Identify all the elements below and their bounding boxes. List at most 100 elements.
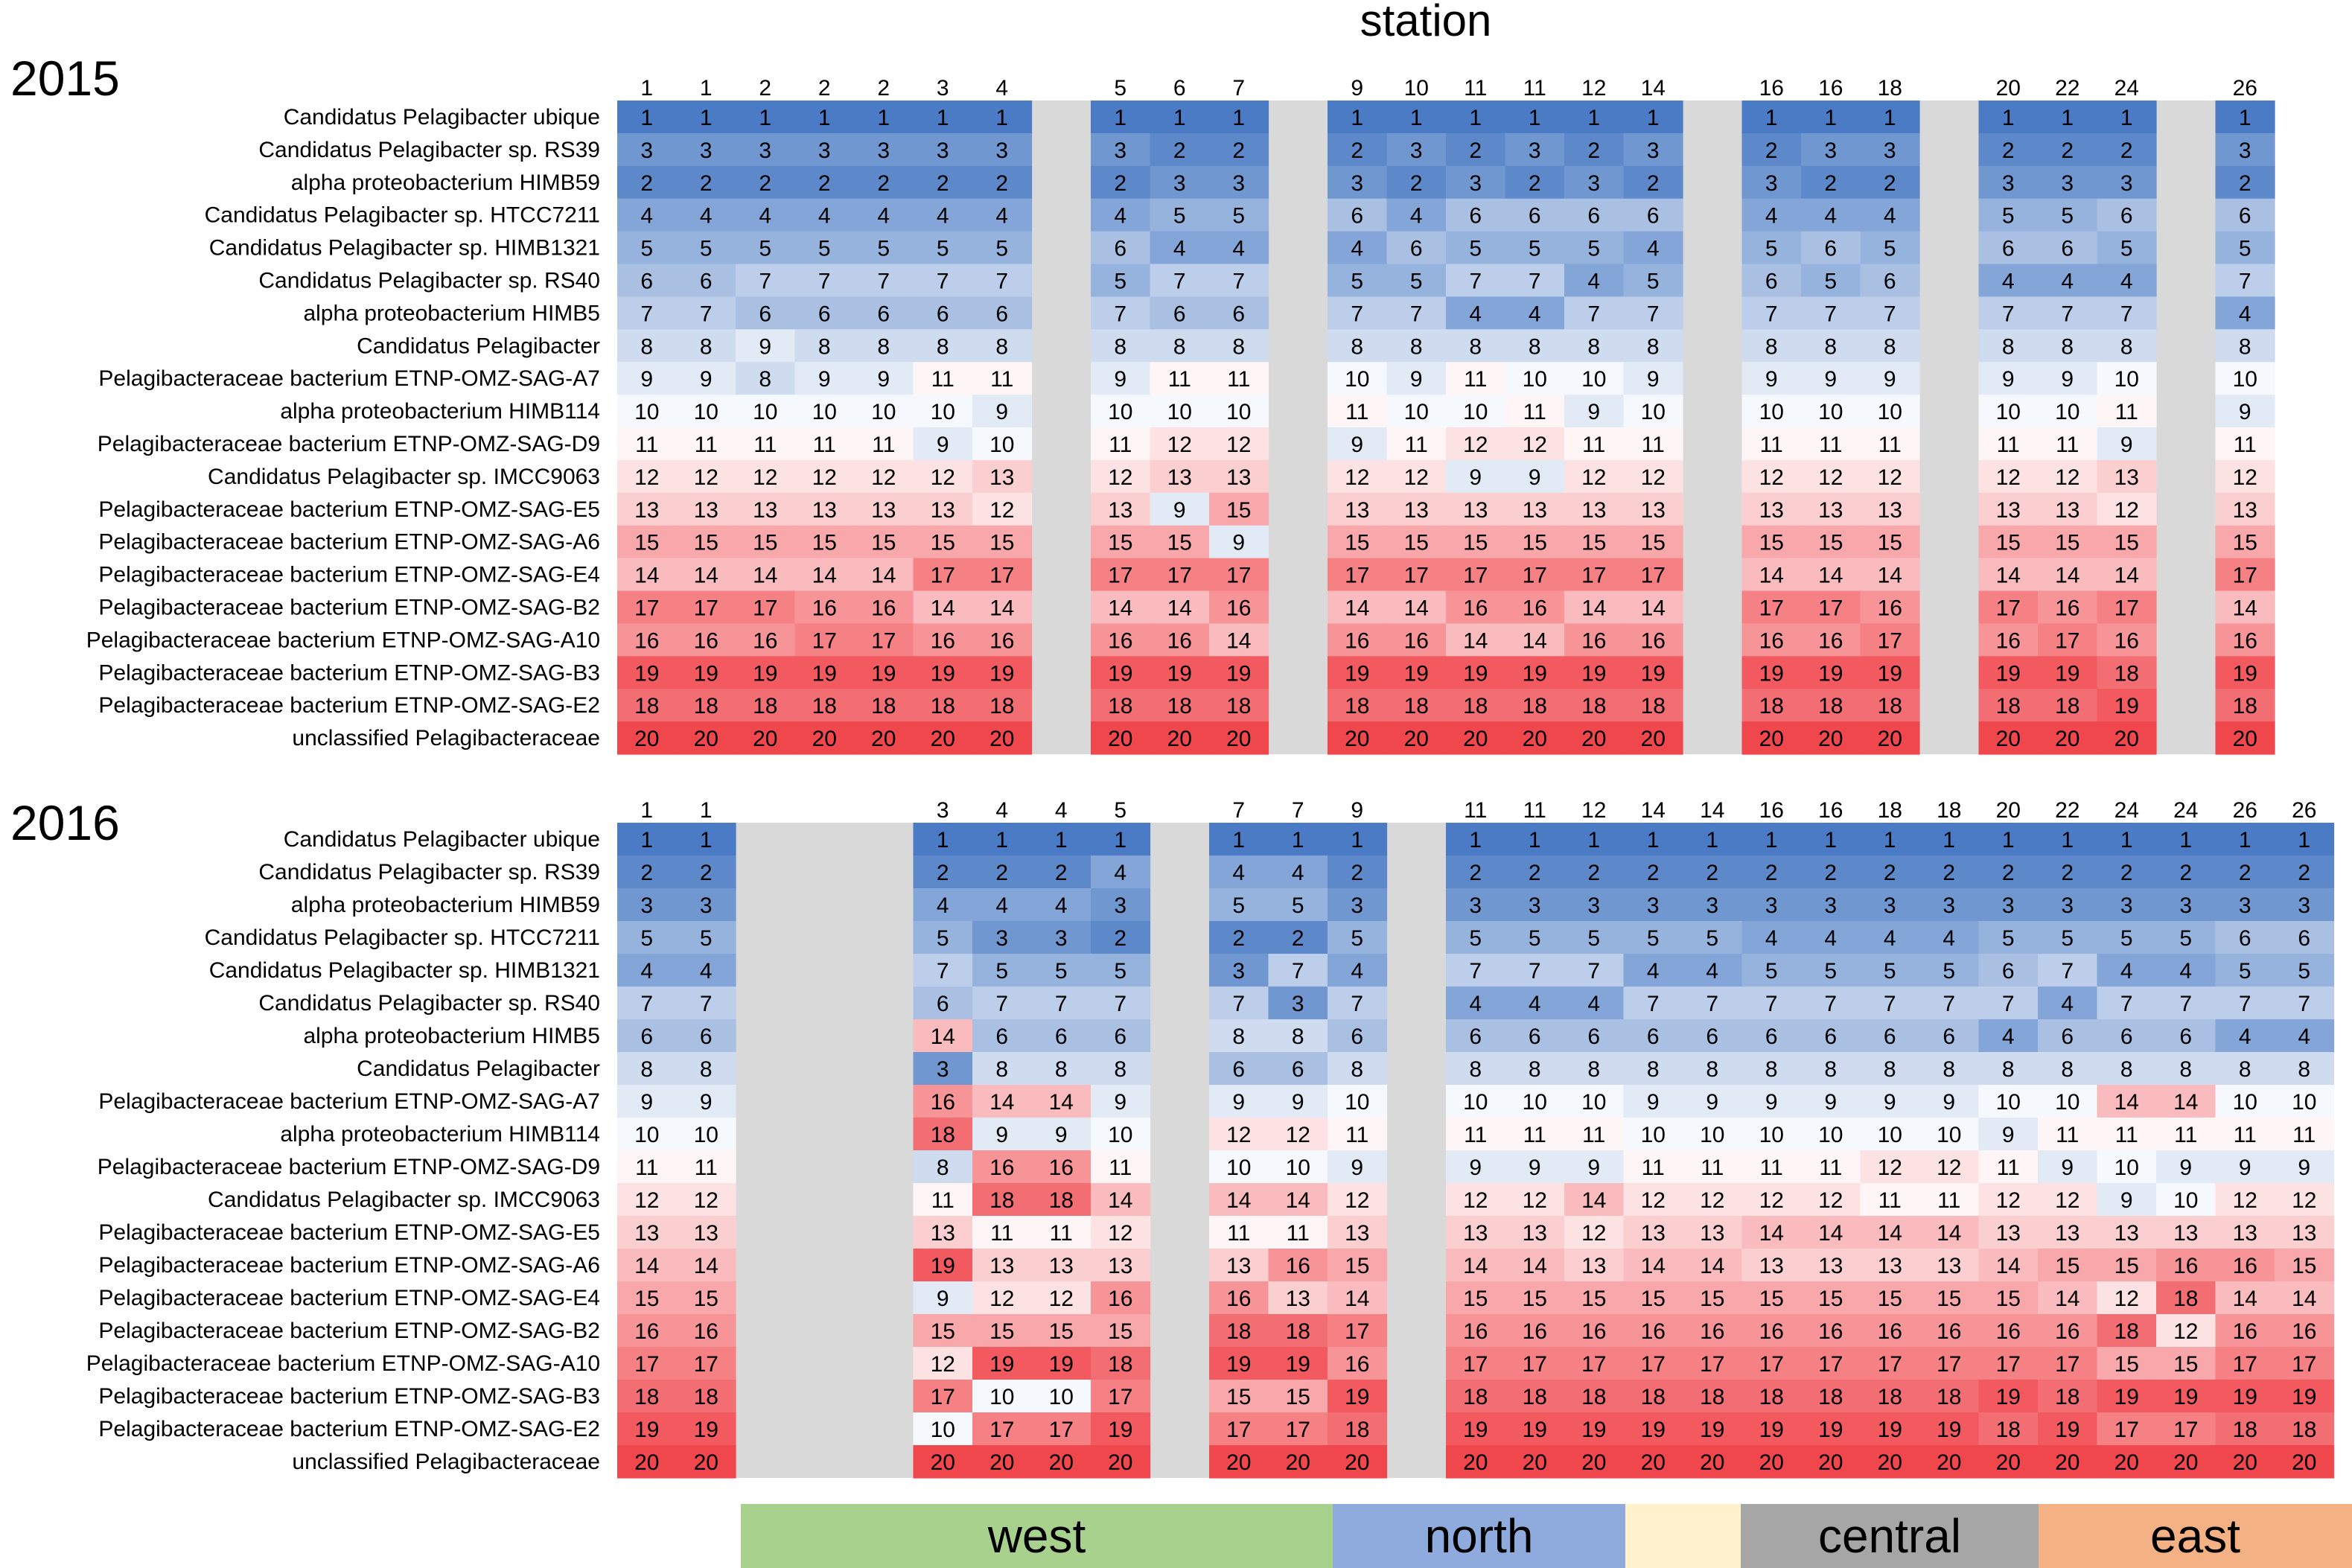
row-label: Pelagibacteraceae bacterium ETNP-OMZ-SAG… [86,628,600,652]
cell-value-label: 4 [2002,1024,2015,1049]
cell-value-label: 3 [1351,893,1363,918]
heatmap-cell [1209,823,1269,856]
cell-value-label: 15 [1878,1287,1902,1311]
heatmap-cell [2097,1085,2157,1118]
cell-value-label: 19 [1937,1418,1961,1442]
cell-value-label: 14 [2233,596,2257,620]
cell-value-label: 4 [1469,302,1482,326]
heatmap-cell [736,656,796,689]
heatmap-cell [1741,427,1802,461]
cell-value-label: 7 [2002,302,2015,326]
heatmap-cell [1209,987,1269,1020]
cell-value-label: 20 [931,727,955,751]
heatmap-cell [1031,823,1091,856]
station-tick-label: 7 [1232,798,1245,823]
heatmap-cell [1860,987,1920,1020]
cell-value-label: 8 [1232,1024,1245,1049]
cell-value-label: 15 [1818,531,1843,555]
heatmap-cell [676,954,736,987]
heatmap-cell [617,459,678,494]
cell-value-label: 11 [1050,1221,1073,1246]
cell-value-label: 1 [877,106,890,130]
heatmap-cell [2038,855,2098,889]
cell-value-label: 1 [1884,828,1896,852]
heatmap-cell [972,296,1033,330]
heatmap-cell [617,362,678,395]
cell-value-label: 16 [1878,596,1902,620]
cell-value-label: 1 [1114,828,1126,852]
cell-value-label: 19 [1286,1352,1310,1377]
cell-value-label: 13 [1581,1254,1606,1278]
heatmap-cell [676,329,736,363]
heatmap-cell [1860,165,1920,200]
heatmap-cell [1801,198,1861,232]
heatmap-cell [1683,1183,1743,1217]
cell-value-label: 5 [937,926,949,951]
cell-value-label: 9 [1114,367,1126,392]
heatmap-cell [2097,558,2157,592]
heatmap-cell [1091,459,1151,494]
heatmap-cell [972,1118,1033,1151]
heatmap-cell [1268,888,1328,922]
heatmap-cell [854,395,914,428]
heatmap-cell [1978,823,2039,856]
cell-value-label: 19 [812,661,837,686]
cell-value-label: 5 [2239,959,2251,984]
heatmap-cell [1031,1085,1091,1118]
heatmap-cell [1623,1085,1683,1118]
heatmap-cell [1446,1019,1506,1053]
cell-value-label: 15 [871,531,896,555]
heatmap-cell [676,198,736,232]
cell-value-label: 18 [1996,1418,2021,1442]
heatmap-cell [1564,1085,1625,1118]
cell-value-label: 15 [753,531,777,555]
row-label: Candidatus Pelagibacter sp. IMCC9063 [208,465,600,489]
heatmap-cell [2097,1052,2157,1086]
heatmap-cell [972,855,1033,889]
cell-value-label: 7 [1529,269,1541,293]
heatmap-cell [1150,165,1210,200]
heatmap-cell [2038,133,2098,167]
heatmap-cell [794,590,855,624]
heatmap-cell [1860,888,1920,922]
cell-value-label: 13 [2292,1221,2316,1246]
cell-value-label: 15 [1641,1287,1666,1311]
cell-value-label: 9 [1884,1090,1896,1115]
cell-value-label: 4 [2179,959,2192,984]
heatmap-cell [913,395,973,428]
cell-value-label: 8 [1647,334,1660,359]
heatmap-cell [972,1183,1033,1217]
cell-value-label: 8 [1232,334,1245,359]
cell-value-label: 19 [2233,661,2257,686]
cell-value-label: 5 [2179,926,2192,951]
cell-value-label: 6 [2061,237,2074,261]
cell-value-label: 15 [1463,531,1488,555]
cell-value-label: 6 [937,992,949,1016]
cell-value-label: 15 [1523,1287,1547,1311]
heatmap-cell [2038,1183,2098,1217]
heatmap-cell [1860,459,1920,494]
cell-value-label: 8 [2061,1057,2074,1082]
heatmap-cell [2215,1118,2275,1151]
cell-value-label: 2 [640,861,653,885]
cell-value-label: 13 [1226,1254,1251,1278]
cell-value-label: 8 [700,334,713,359]
heatmap-cell [1978,459,2039,494]
cell-value-label: 4 [2061,269,2074,293]
cell-value-label: 7 [937,959,949,984]
heatmap-cell [676,855,736,889]
cell-value-label: 20 [871,727,896,751]
heatmap-cell [1860,362,1920,395]
cell-value-label: 20 [2114,1450,2139,1475]
heatmap-cell [1564,689,1625,722]
cell-value-label: 11 [2115,400,2138,424]
heatmap-cell [1505,954,1565,987]
heatmap-cell [1446,492,1506,526]
heatmap-cell [1564,198,1625,232]
cell-value-label: 16 [634,1319,659,1344]
heatmap-cell [1209,231,1269,265]
heatmap-cell [676,427,736,461]
heatmap-cell [854,525,914,559]
heatmap-cell [854,296,914,330]
heatmap-cell [1446,921,1506,954]
